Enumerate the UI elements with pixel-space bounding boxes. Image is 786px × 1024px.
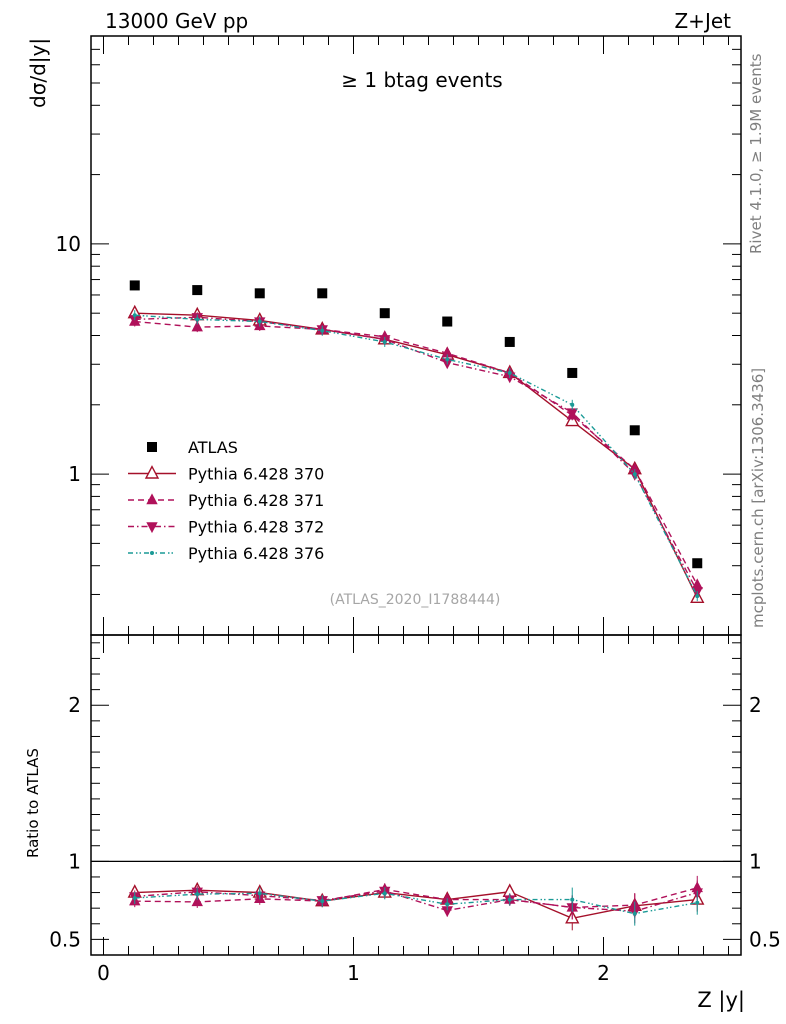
legend-label: ATLAS <box>188 438 238 457</box>
data-point-ratio <box>382 891 387 896</box>
y-tick-label-main: 10 <box>56 232 81 256</box>
data-point-main <box>632 472 637 477</box>
rivet-info: Rivet 4.1.0, ≥ 1.9M events <box>747 53 765 254</box>
legend-label: Pythia 6.428 372 <box>188 518 324 537</box>
series-line-main <box>134 312 698 599</box>
data-point-ratio <box>570 897 575 902</box>
data-point-main <box>129 280 140 291</box>
data-point-main <box>379 308 390 319</box>
data-point-main <box>320 328 325 333</box>
ratio-frame <box>90 634 742 956</box>
plot-title: ≥ 1 btag events <box>341 68 502 92</box>
data-point-main <box>191 320 203 332</box>
data-point-main <box>445 357 450 362</box>
data-point-main <box>692 558 703 569</box>
header-right: Z+Jet <box>674 9 731 33</box>
legend-marker <box>144 465 160 479</box>
data-point-main <box>629 425 640 436</box>
data-point-ratio <box>632 911 637 916</box>
data-point-main <box>570 402 575 407</box>
data-point-ratio <box>195 892 200 897</box>
y-axis-label-main: dσ/d|y| <box>26 38 50 108</box>
y-tick-label-ratio-right: 0.5 <box>749 927 781 951</box>
legend-label: Pythia 6.428 376 <box>188 544 324 563</box>
y-tick-label-ratio-right: 1 <box>749 849 762 873</box>
y-tick-label-ratio-right: 2 <box>749 693 762 717</box>
legend-marker <box>146 493 158 505</box>
data-point-ratio <box>320 899 325 904</box>
legend-marker <box>150 551 154 555</box>
data-point-main <box>317 288 328 299</box>
data-point-ratio <box>441 906 453 918</box>
data-point-ratio <box>507 897 512 902</box>
data-point-main <box>254 288 265 299</box>
data-point-main <box>195 317 200 322</box>
legend-marker <box>146 522 158 534</box>
data-point-ratio <box>445 902 450 907</box>
y-tick-label-ratio: 1 <box>68 849 81 873</box>
x-tick-label: 1 <box>347 961 360 985</box>
data-point-ratio <box>257 891 262 896</box>
x-axis-label: Z |y| <box>697 988 745 1013</box>
data-point-ratio <box>132 896 137 901</box>
series-line-main <box>134 314 698 597</box>
y-tick-label-main: 1 <box>68 462 81 486</box>
data-point-main <box>566 408 578 420</box>
analysis-tag: (ATLAS_2020_I1788444) <box>330 592 501 608</box>
data-point-main <box>442 316 453 327</box>
data-point-main <box>132 313 137 318</box>
data-point-main <box>567 367 578 378</box>
main-plot: 1 10 ATLAS Pythia 6.428 370 Pythia 6.428 371… <box>56 35 742 636</box>
y-tick-label-ratio: 2 <box>68 693 81 717</box>
data-point-main <box>507 370 512 375</box>
data-point-main <box>504 336 515 347</box>
legend-label: Pythia 6.428 371 <box>188 491 324 510</box>
x-tick-label: 2 <box>597 961 610 985</box>
data-point-main <box>691 578 703 590</box>
ratio-plot: 0.5 0.5 1 1 2 2 0 1 2 <box>49 634 781 985</box>
data-point-main <box>257 319 262 324</box>
y-tick-label-ratio: 0.5 <box>49 927 81 951</box>
legend-label: Pythia 6.428 370 <box>188 465 324 484</box>
mcplots-info: mcplots.cern.ch [arXiv:1306.3436] <box>749 368 767 628</box>
data-point-main <box>441 346 453 358</box>
data-point-main <box>129 315 141 326</box>
x-tick-label: 0 <box>97 961 110 985</box>
series-line-main <box>134 320 698 586</box>
header-left: 13000 GeV pp <box>105 9 248 33</box>
series-line-ratio <box>134 887 698 909</box>
legend-marker <box>147 442 157 452</box>
data-point-main <box>695 594 700 599</box>
series-line-ratio <box>134 889 698 920</box>
data-point-main <box>192 285 203 296</box>
y-axis-label-ratio: Ratio to ATLAS <box>24 748 42 858</box>
data-point-main <box>382 339 387 344</box>
data-point-ratio <box>191 895 203 907</box>
data-point-ratio <box>695 900 700 905</box>
series-line-ratio <box>134 890 698 912</box>
